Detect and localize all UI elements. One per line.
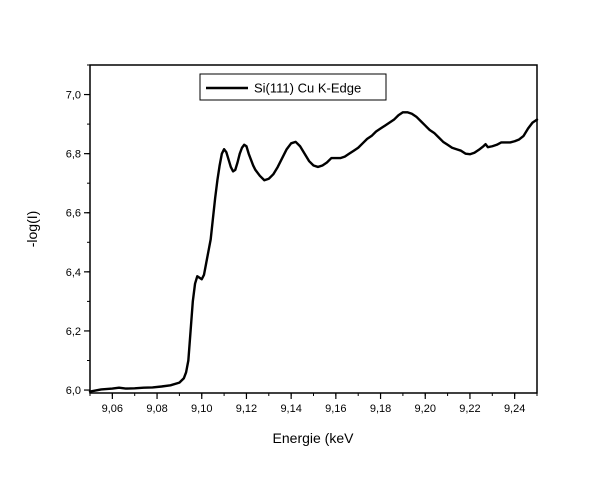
y-tick-label: 6,0 [66,385,81,397]
y-tick-label: 6,8 [66,149,81,161]
x-axis-title: Energie (keV [273,430,355,446]
x-tick-label: 9,22 [459,403,480,415]
x-tick-label: 9,12 [236,403,257,415]
plot-frame [89,64,538,394]
series-layer [88,111,539,393]
x-tick-label: 9,18 [370,403,391,415]
x-tick-label: 9,16 [325,403,346,415]
x-tick-label: 9,10 [191,403,212,415]
y-axis-title: -log(I) [24,211,40,248]
y-tick-label: 6,2 [66,326,81,338]
x-tick-label: 9,24 [504,403,525,415]
series-line-si111 [88,111,539,393]
legend-label-si111: Si(111) Cu K-Edge [254,81,361,96]
y-tick-label: 6,6 [66,208,81,220]
y-tick-label: 7,0 [66,90,81,102]
x-tick-label: 9,08 [146,403,167,415]
axis-ticks [84,64,538,399]
legend: Si(111) Cu K-Edge [199,73,387,101]
x-tick-label: 9,06 [102,403,123,415]
x-tick-label: 9,20 [415,403,436,415]
y-tick-label: 6,4 [66,267,81,279]
x-tick-label: 9,14 [280,403,301,415]
tick-labels: 9,06 9,08 9,10 9,12 9,14 9,16 9,18 9,20 9,22 9,24… [66,90,526,415]
